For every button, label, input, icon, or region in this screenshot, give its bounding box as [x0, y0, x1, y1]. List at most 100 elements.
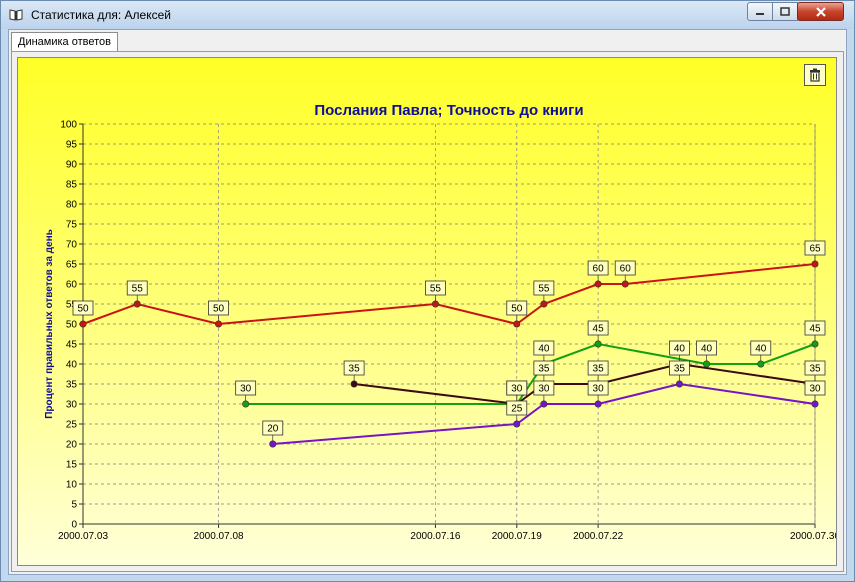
clear-button[interactable] [804, 64, 826, 86]
data-point [540, 300, 548, 308]
minimize-button[interactable] [747, 2, 773, 21]
data-label-box [126, 280, 148, 296]
y-tick-label: 10 [66, 480, 78, 491]
y-tick-label: 45 [66, 340, 78, 351]
data-point [513, 320, 521, 328]
data-label: 45 [809, 324, 821, 335]
book-icon [9, 9, 23, 21]
data-label: 40 [755, 344, 767, 355]
data-label: 60 [620, 264, 632, 275]
y-tick-label: 0 [71, 520, 77, 531]
data-label-box [804, 320, 826, 336]
data-label: 40 [674, 344, 686, 355]
y-tick-label: 75 [66, 220, 78, 231]
x-tick-label: 2000.07.30 [790, 531, 836, 542]
x-tick-label: 2000.07.03 [58, 531, 108, 542]
data-label: 60 [593, 264, 605, 275]
chart-title: Послания Павла; Точность до книги [314, 102, 583, 119]
data-label: 55 [132, 284, 144, 295]
data-label: 55 [430, 284, 442, 295]
data-point [675, 380, 683, 388]
data-label-box [587, 360, 609, 376]
close-button[interactable] [797, 2, 844, 21]
data-label-box [506, 380, 528, 396]
data-label-box [425, 280, 446, 296]
data-point [811, 340, 819, 348]
data-label: 35 [674, 364, 686, 375]
data-point [757, 360, 765, 368]
window-title: Статистика для: Алексей [31, 8, 171, 22]
y-tick-label: 5 [71, 500, 77, 511]
data-label-box [506, 400, 528, 416]
data-label: 50 [77, 304, 89, 315]
data-label-box [614, 260, 636, 276]
data-label: 35 [538, 364, 550, 375]
line-chart: Послания Павла; Точность до книги Процент… [44, 102, 836, 542]
data-label-box [587, 380, 609, 396]
trash-icon [810, 68, 820, 82]
data-point [215, 320, 223, 328]
data-label: 35 [593, 364, 605, 375]
data-label-box [262, 420, 284, 436]
y-tick-label: 40 [66, 360, 78, 371]
y-tick-label: 90 [66, 160, 78, 171]
y-tick-label: 50 [66, 320, 78, 331]
data-label: 45 [593, 324, 605, 335]
x-tick-label: 2000.07.08 [194, 531, 244, 542]
data-point [269, 440, 277, 448]
data-label-box [533, 280, 555, 296]
y-tick-label: 30 [66, 400, 78, 411]
data-label: 30 [593, 384, 605, 395]
client-area: Динамика ответов Послания Павла; Точност… [8, 29, 847, 575]
minimize-icon [756, 12, 764, 15]
data-label: 55 [538, 284, 550, 295]
data-point [594, 280, 602, 288]
series-line-3 [353, 362, 816, 406]
data-point [431, 300, 439, 308]
y-tick-label: 60 [66, 280, 78, 291]
data-label-box [506, 300, 528, 316]
y-tick-label: 35 [66, 380, 78, 391]
data-label: 35 [809, 364, 821, 375]
y-tick-label: 25 [66, 420, 78, 431]
data-point [133, 300, 141, 308]
data-label: 35 [349, 364, 361, 375]
data-point [79, 320, 87, 328]
data-label-box [235, 380, 257, 396]
data-point [811, 260, 819, 268]
data-label: 30 [809, 384, 821, 395]
data-label-box [669, 360, 690, 376]
y-tick-label: 20 [66, 440, 78, 451]
tab-dynamics[interactable]: Динамика ответов [11, 32, 118, 52]
y-tick-label: 80 [66, 200, 78, 211]
close-icon [815, 6, 826, 17]
x-tick-label: 2000.07.16 [410, 531, 460, 542]
data-label-box [533, 380, 555, 396]
data-label: 20 [267, 424, 279, 435]
data-label: 65 [809, 244, 821, 255]
x-tick-label: 2000.07.22 [573, 531, 623, 542]
data-label-box [587, 260, 609, 276]
y-tick-label: 65 [66, 260, 78, 271]
maximize-icon [780, 6, 790, 16]
data-label-box [804, 240, 826, 256]
data-point [703, 360, 711, 368]
y-tick-label: 100 [60, 120, 77, 131]
series-line-1 [82, 263, 816, 326]
data-point [242, 400, 250, 408]
data-point [513, 420, 521, 428]
maximize-button[interactable] [772, 2, 798, 21]
data-label-box [587, 320, 609, 336]
data-label: 30 [240, 384, 252, 395]
data-label: 50 [213, 304, 225, 315]
title-bar[interactable]: Статистика для: Алексей [1, 1, 854, 29]
y-tick-label: 55 [66, 300, 78, 311]
data-label-box [804, 380, 826, 396]
data-label-box [343, 360, 365, 376]
data-label: 30 [511, 384, 523, 395]
y-tick-label: 85 [66, 180, 78, 191]
data-label: 50 [511, 304, 523, 315]
data-label-box [533, 340, 555, 356]
data-point [811, 400, 819, 408]
